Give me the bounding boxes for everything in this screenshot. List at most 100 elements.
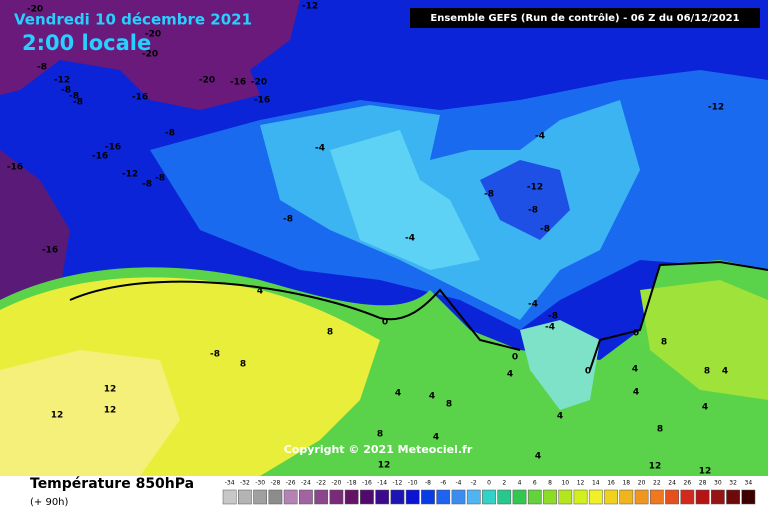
contour-label: 8: [240, 360, 246, 370]
contour-label: 8: [661, 338, 667, 348]
colorbar-label: -32: [240, 480, 250, 487]
contour-label: -20: [251, 78, 267, 88]
contour-label: -4: [405, 234, 415, 244]
contour-label: 12: [649, 462, 662, 472]
colorbar-swatch: [649, 489, 664, 505]
local-time: 2:00 locale: [22, 31, 151, 55]
colorbar-label: 16: [607, 480, 615, 487]
contour-label: 8: [377, 430, 383, 440]
colorbar-swatch: [222, 489, 237, 505]
colorbar-label: 14: [592, 480, 600, 487]
map-background: [0, 0, 768, 476]
contour-label: 8: [446, 400, 452, 410]
contour-label: -8: [155, 174, 165, 184]
contour-label: 12: [699, 467, 712, 477]
contour-label: 4: [535, 452, 541, 462]
contour-label: 4: [429, 392, 435, 402]
contour-label: -4: [315, 144, 325, 154]
colorbar-label: 26: [684, 480, 692, 487]
contour-label: -20: [199, 76, 215, 86]
colorbar-label: -8: [425, 480, 431, 487]
contour-label: 8: [657, 425, 663, 435]
contour-labels: -20 -12-20-20-8-12-8-8-8 -16-20 -16 -20-16-8…: [7, 2, 728, 477]
colorbar-swatch: [451, 489, 466, 505]
contour-label: 4: [395, 389, 401, 399]
contour-label: -8: [548, 312, 558, 322]
colorbar-swatch: [314, 489, 329, 505]
contour-label: -4: [545, 323, 555, 333]
footer-lead: (+ 90h): [30, 497, 69, 508]
contour-label: 0: [512, 353, 518, 363]
contour-label: -16: [105, 143, 121, 153]
contour-label: -8: [69, 92, 79, 102]
colorbar-label: -14: [377, 480, 387, 487]
colorbar-swatch: [421, 489, 435, 505]
contour-label: -12: [54, 76, 70, 86]
colorbar-swatch: [619, 489, 634, 505]
colorbar-label: 12: [577, 480, 585, 487]
colorbar-swatch: [634, 489, 649, 505]
colorbar-swatch: [329, 489, 344, 505]
colorbar-swatch: [253, 489, 268, 505]
contour-label: -8: [165, 129, 175, 139]
colorbar-swatch: [726, 489, 740, 505]
colorbar-swatch: [680, 489, 695, 505]
contour-label: 8: [327, 328, 333, 338]
contour-label: -4: [535, 132, 545, 142]
colorbar-swatch: [283, 489, 298, 505]
contour-label: -16: [7, 163, 23, 173]
contour-label: -20: [145, 30, 161, 40]
colorbar-label: 28: [699, 480, 707, 487]
colorbar-swatch: [604, 489, 618, 505]
contour-label: -4: [528, 300, 538, 310]
colorbar-swatch: [299, 489, 313, 505]
colorbar-label: -12: [393, 480, 403, 487]
colorbar-swatch: [588, 489, 603, 505]
contour-label: -8: [528, 206, 538, 216]
contour-label: 0: [633, 329, 639, 339]
colorbar-label: -20: [332, 480, 342, 487]
colorbar-label: -34: [225, 480, 235, 487]
colorbar-swatch: [405, 489, 420, 505]
colorbar-swatch: [497, 489, 512, 505]
run-info: Ensemble GEFS (Run de contrôle) - 06 Z d…: [430, 12, 739, 24]
colorbar-label: -2: [471, 480, 477, 487]
contour-label: 4: [257, 287, 263, 297]
colorbar-label: 2: [502, 480, 506, 487]
colorbar-label: -28: [270, 480, 280, 487]
date: Vendredi 10 décembre 2021: [14, 11, 252, 29]
colorbar-swatch: [482, 489, 496, 505]
colorbar-label: 4: [518, 480, 522, 487]
contour-label: -8: [37, 63, 47, 73]
colorbar-swatch: [375, 489, 390, 505]
contour-label: -8: [484, 190, 494, 200]
colorbar-swatch: [527, 489, 542, 505]
copyright: Copyright © 2021 Meteociel.fr: [284, 443, 473, 456]
contour-label: -20: [142, 50, 158, 60]
contour-label: 4: [633, 388, 639, 398]
colorbar-label: 24: [668, 480, 676, 487]
colorbar-swatch: [710, 489, 725, 505]
contour-label: 4: [557, 412, 563, 422]
colorbar-swatch: [344, 489, 359, 505]
colorbar-label: 10: [561, 480, 569, 487]
contour-label: -8: [61, 86, 71, 96]
contour-label: 12: [104, 406, 117, 416]
contour-label: 4: [632, 365, 638, 375]
contour-label: 4: [722, 367, 728, 377]
contour-label: 0: [382, 318, 388, 328]
contour-label: 8: [704, 367, 710, 377]
contour-label: -8: [283, 215, 293, 225]
contour-label: -12: [302, 2, 318, 12]
colorbar-swatch: [436, 489, 451, 505]
contour-label: 12: [51, 411, 64, 421]
colorbar-label: 0: [487, 480, 491, 487]
contour-label: -12: [708, 103, 724, 113]
colorbar-swatch: [543, 489, 557, 505]
colorbar-swatch: [466, 489, 481, 505]
colorbar-label: 32: [729, 480, 737, 487]
run-box: [410, 8, 760, 28]
contour-label: 4: [507, 370, 513, 380]
contour-label: -8: [142, 180, 152, 190]
